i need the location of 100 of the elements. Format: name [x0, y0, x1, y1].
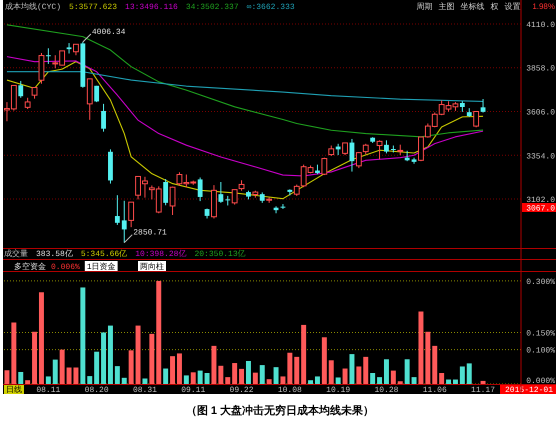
bar: [404, 359, 410, 384]
bar: [87, 376, 92, 384]
bar: [452, 380, 458, 384]
y-tick-label: 3606.0: [526, 108, 556, 118]
annotation: 周期: [416, 2, 432, 11]
text: 20:350.13亿: [194, 249, 246, 259]
candlestick: [94, 85, 100, 103]
bar: [439, 373, 444, 384]
text: 0.006%: [51, 263, 80, 272]
candlestick: [384, 140, 389, 154]
bar: [11, 322, 16, 384]
candlestick: [480, 98, 486, 114]
bar: [142, 378, 148, 384]
text: 3067.0: [526, 204, 556, 214]
x-tick-label: 08.20: [84, 386, 109, 395]
bar: [239, 368, 244, 384]
candlestick: [232, 188, 238, 206]
y-tick-label: 3354.0: [526, 152, 556, 162]
bar: [184, 375, 189, 384]
x-tick-label: 09.11: [181, 386, 206, 395]
bar: [418, 312, 424, 384]
bar: [204, 373, 210, 384]
line-series: [6, 61, 484, 200]
bar: [18, 372, 24, 384]
bar: [32, 332, 38, 384]
bar: [60, 350, 65, 384]
text: 34:3502.337: [186, 3, 239, 12]
bar: [363, 356, 368, 384]
candlestick: [73, 44, 79, 56]
candlestick: [18, 80, 24, 98]
candlestick: [24, 97, 31, 110]
x-tick-label: 09.22: [230, 386, 254, 395]
y-tick-label: 0.100%: [526, 346, 556, 356]
text: 2015-12-01: [504, 386, 554, 395]
line-series: [6, 56, 484, 176]
bar: [176, 353, 182, 384]
candlestick: [328, 145, 334, 156]
bar: [218, 366, 224, 384]
bar: [432, 346, 438, 384]
candlestick: [315, 164, 320, 175]
y-tick-label: 0.000%: [526, 377, 556, 386]
bar: [480, 380, 486, 384]
bar: [466, 363, 472, 384]
bar: [66, 368, 72, 384]
candlestick: [342, 142, 348, 156]
y-tick-label: 0.300%: [526, 278, 556, 287]
line-series: [6, 24, 484, 138]
bar: [446, 380, 452, 384]
candlestick: [114, 194, 120, 226]
candlestick: [356, 151, 362, 169]
candlestick: [397, 144, 404, 156]
candlestick: [198, 176, 203, 202]
candlestick: [404, 150, 410, 162]
annotation: 4006.34: [92, 28, 126, 37]
text: 383.58亿: [36, 249, 73, 259]
bar: [301, 324, 306, 384]
bar: [260, 365, 265, 384]
text: 两向柱: [140, 262, 164, 272]
candlestick: [101, 103, 106, 132]
bar: [198, 370, 203, 384]
candlestick: [163, 178, 168, 206]
bar: [38, 292, 44, 384]
annotation: 坐标线: [460, 2, 484, 11]
bar: [156, 280, 162, 384]
bar: [336, 377, 341, 384]
annotation: 主图: [438, 2, 454, 11]
bar: [163, 368, 168, 384]
candlestick: [122, 200, 127, 244]
bar: [377, 377, 382, 384]
text: 5:3577.623: [69, 3, 118, 12]
bar: [328, 360, 334, 384]
bar: [101, 332, 106, 384]
candlestick: [46, 48, 51, 64]
y-tick-label: 4110.0: [526, 20, 556, 30]
bar: [287, 352, 292, 384]
line-series: [6, 71, 484, 102]
x-tick-label: 08.31: [132, 386, 158, 395]
text: 1日资金: [86, 262, 116, 272]
bar: [460, 366, 465, 384]
bar: [25, 380, 30, 384]
bar: [149, 334, 154, 384]
bar: [425, 332, 430, 384]
y-tick-label: 0.150%: [526, 329, 556, 338]
bar: [356, 366, 362, 384]
candlestick: [238, 180, 244, 192]
text: 1.98%: [532, 2, 555, 11]
text: （图 1 大盘冲击无穷日成本均线未果）: [186, 404, 374, 417]
x-tick-label: 11.06: [422, 386, 447, 395]
bar: [308, 380, 314, 384]
bar: [384, 359, 389, 384]
bar: [46, 376, 51, 384]
y-tick-label: 3102.0: [526, 196, 556, 206]
bar: [4, 370, 10, 384]
candlestick: [362, 143, 369, 155]
text: 成交量: [4, 249, 28, 259]
bar: [266, 379, 272, 384]
candlestick: [336, 143, 341, 156]
y-tick-label: 3858.0: [526, 64, 556, 74]
bar: [211, 346, 216, 384]
candlestick: [170, 186, 176, 216]
